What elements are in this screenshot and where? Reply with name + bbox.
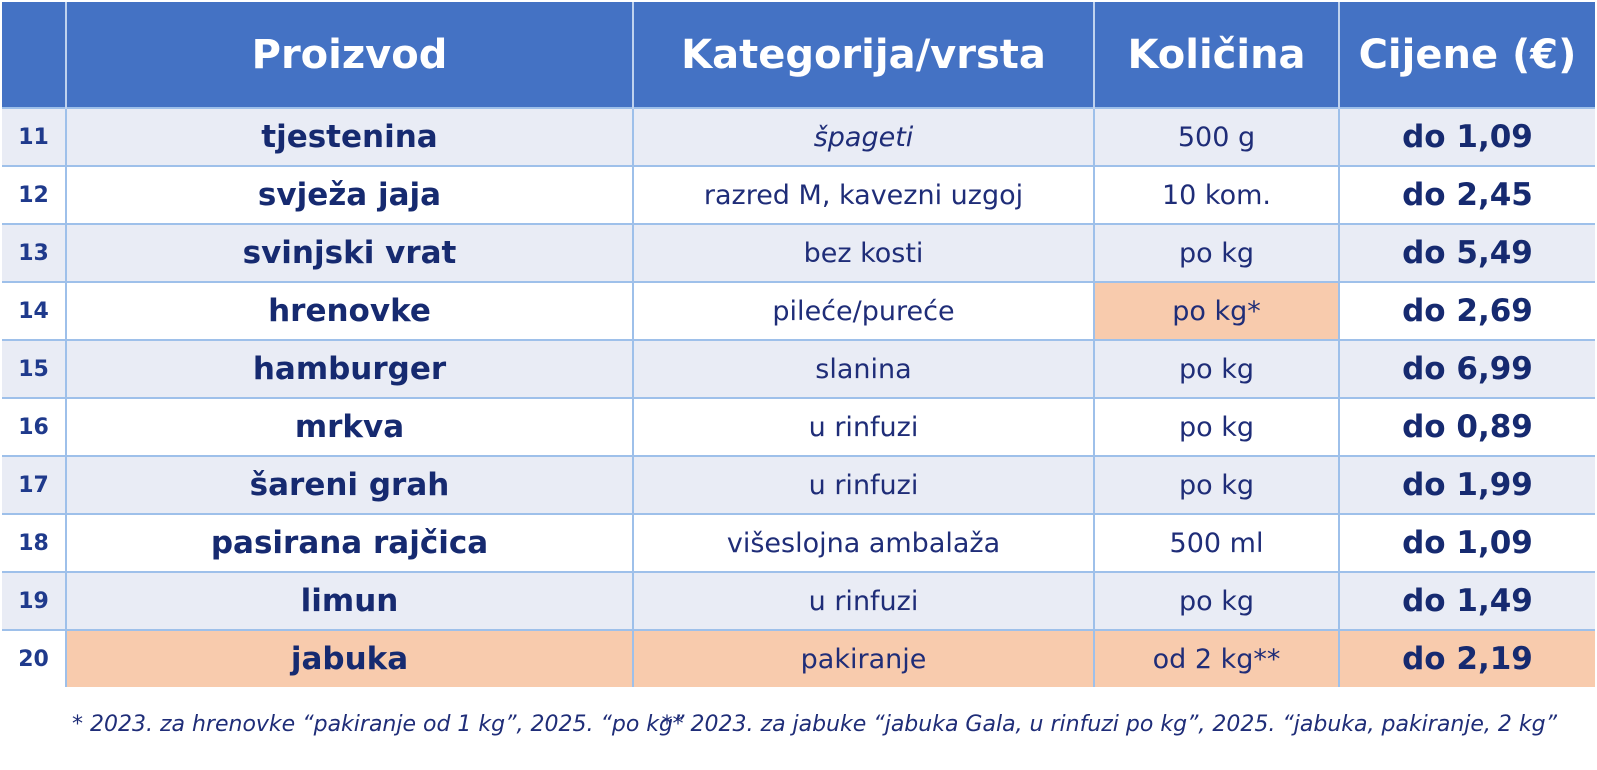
product-category: slanina [633, 339, 1095, 398]
product-category: pakiranje [633, 629, 1095, 687]
table-row: 11 tjestenina špageti 500 g do 1,09 [2, 107, 1595, 166]
row-number: 13 [2, 223, 67, 282]
footnote-hrenovke: * 2023. za hrenovke “pakiranje od 1 kg”,… [72, 712, 685, 737]
product-name: jabuka [66, 629, 634, 687]
header-price: Cijene (€) [1339, 2, 1595, 108]
product-name: pasirana rajčica [66, 513, 634, 572]
table-row: 20 jabuka pakiranje od 2 kg** do 2,19 [2, 629, 1595, 687]
product-quantity: 10 kom. [1094, 165, 1340, 224]
table-row: 18 pasirana rajčica višeslojna ambalaža … [2, 513, 1595, 572]
row-number: 12 [2, 165, 67, 224]
product-price: do 1,09 [1339, 107, 1595, 166]
product-category: špageti [633, 107, 1095, 166]
product-name: hamburger [66, 339, 634, 398]
product-category: u rinfuzi [633, 571, 1095, 630]
product-name: limun [66, 571, 634, 630]
table-row: 19 limun u rinfuzi po kg do 1,49 [2, 571, 1595, 630]
row-number: 15 [2, 339, 67, 398]
product-name: šareni grah [66, 455, 634, 514]
product-category: u rinfuzi [633, 397, 1095, 456]
product-price: do 2,69 [1339, 281, 1595, 340]
product-price: do 0,89 [1339, 397, 1595, 456]
header-number [2, 2, 67, 108]
price-table: Proizvod Kategorija/vrsta Količina Cijen… [2, 2, 1595, 687]
row-number: 19 [2, 571, 67, 630]
row-number: 14 [2, 281, 67, 340]
product-price: do 2,19 [1339, 629, 1595, 687]
product-price: do 1,99 [1339, 455, 1595, 514]
header-quantity: Količina [1094, 2, 1340, 108]
header-category: Kategorija/vrsta [633, 2, 1095, 108]
footnotes: * 2023. za hrenovke “pakiranje od 1 kg”,… [0, 712, 1597, 742]
product-category: pileće/pureće [633, 281, 1095, 340]
product-quantity: po kg [1094, 571, 1340, 630]
product-quantity: 500 g [1094, 107, 1340, 166]
product-name: mrkva [66, 397, 634, 456]
row-number: 18 [2, 513, 67, 572]
product-quantity: od 2 kg** [1094, 629, 1340, 687]
product-price: do 2,45 [1339, 165, 1595, 224]
product-price: do 5,49 [1339, 223, 1595, 282]
header-product: Proizvod [66, 2, 634, 108]
product-quantity: po kg [1094, 339, 1340, 398]
product-price: do 6,99 [1339, 339, 1595, 398]
product-name: svježa jaja [66, 165, 634, 224]
product-price: do 1,49 [1339, 571, 1595, 630]
product-quantity: po kg* [1094, 281, 1340, 340]
table-row: 16 mrkva u rinfuzi po kg do 0,89 [2, 397, 1595, 456]
table-row: 13 svinjski vrat bez kosti po kg do 5,49 [2, 223, 1595, 282]
table-row: 14 hrenovke pileće/pureće po kg* do 2,69 [2, 281, 1595, 340]
product-quantity: po kg [1094, 397, 1340, 456]
footnote-jabuka: ** 2023. za jabuke “jabuka Gala, u rinfu… [661, 712, 1557, 737]
product-quantity: po kg [1094, 455, 1340, 514]
product-category: razred M, kavezni uzgoj [633, 165, 1095, 224]
table-row: 17 šareni grah u rinfuzi po kg do 1,99 [2, 455, 1595, 514]
row-number: 11 [2, 107, 67, 166]
row-number: 17 [2, 455, 67, 514]
product-price: do 1,09 [1339, 513, 1595, 572]
price-table-container: Proizvod Kategorija/vrsta Količina Cijen… [2, 2, 1595, 687]
product-name: hrenovke [66, 281, 634, 340]
product-category: višeslojna ambalaža [633, 513, 1095, 572]
product-name: svinjski vrat [66, 223, 634, 282]
row-number: 16 [2, 397, 67, 456]
product-category: u rinfuzi [633, 455, 1095, 514]
product-category: bez kosti [633, 223, 1095, 282]
product-quantity: po kg [1094, 223, 1340, 282]
table-row: 15 hamburger slanina po kg do 6,99 [2, 339, 1595, 398]
product-name: tjestenina [66, 107, 634, 166]
table-header-row: Proizvod Kategorija/vrsta Količina Cijen… [2, 2, 1595, 108]
table-row: 12 svježa jaja razred M, kavezni uzgoj 1… [2, 165, 1595, 224]
product-quantity: 500 ml [1094, 513, 1340, 572]
row-number: 20 [2, 629, 67, 687]
